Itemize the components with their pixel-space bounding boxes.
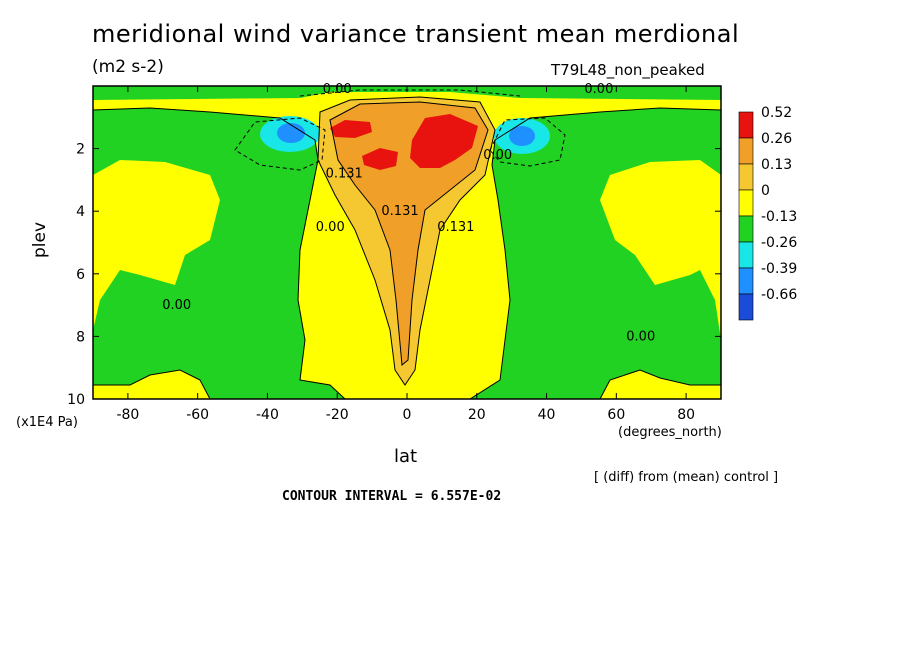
field-negative-top [93,86,721,100]
y-axis-units: (x1E4 Pa) [16,415,78,430]
x-tick-label: -80 [116,407,139,423]
field-min-right-core [509,126,535,146]
legend-label: 0.13 [761,157,792,173]
contour-label: 0.00 [483,148,512,163]
y-tick-label: 10 [67,392,85,408]
field-max-left [330,120,372,138]
legend-swatch [738,293,754,321]
contour-lines [93,89,721,399]
legend-swatch [738,267,754,295]
contour-line [329,101,489,366]
x-tick-label: 0 [403,407,412,423]
legend-label: -0.26 [761,235,797,251]
x-tick-label: -20 [326,407,349,423]
legend-label: -0.66 [761,287,797,303]
legend-swatch [738,111,754,139]
contour-label: 0.131 [326,167,363,182]
contour-interval: CONTOUR INTERVAL = 6.557E-02 [282,489,502,504]
y-tick-label: 6 [76,267,85,283]
legend-label: 0.26 [761,131,792,147]
legend-label: -0.39 [761,261,797,277]
contour-fields [93,86,721,399]
y-tick-label: 4 [76,204,85,220]
contour-label: 0.00 [323,82,352,97]
legend-swatch [738,137,754,165]
contour-line [469,107,721,399]
contour-label: 0.00 [626,329,655,344]
chart-title: meridional wind variance transient mean … [92,20,740,48]
y-tick-label: 2 [76,142,85,158]
experiment-name: T79L48_non_peaked [551,61,705,79]
y-tick-label: 8 [76,329,85,345]
contour-label: 0.131 [381,204,418,219]
contour-labels: 0.00 0.00 0.131 0.131 0.131 0.00 0.00 0.00 0.00 [162,82,655,344]
chart-units: (m2 s-2) [92,57,164,77]
contour-line [93,369,211,399]
x-tick-label: 20 [468,407,486,423]
x-tick-label: 60 [607,407,625,423]
x-axis-ticks: -80 -60 -40 -20 0 20 40 60 80 [116,86,695,423]
field-max-right [410,114,478,168]
field-min-left-core [277,123,305,143]
x-tick-label: -40 [256,407,279,423]
contour-line [599,369,721,399]
field-positive-core [330,102,488,365]
contour-line-dashed [299,89,521,97]
contour-line [317,96,496,386]
legend-label: -0.13 [761,209,797,225]
field-max-center [362,148,398,170]
x-tick-label: -60 [186,407,209,423]
difference-note: [ (diff) from (mean) control ] [594,470,779,485]
contour-label: 0.131 [437,220,474,235]
x-axis-label: lat [394,446,418,467]
legend-swatch [738,241,754,269]
x-tick-label: 80 [677,407,695,423]
color-legend: 0.52 0.26 0.13 0 -0.13 -0.26 -0.39 -0.66 [738,105,797,321]
legend-swatch [738,189,754,217]
contour-line-dashed [234,117,326,171]
contour-line [93,107,346,399]
contour-label: 0.00 [162,298,191,313]
y-axis-ticks: 2 4 6 8 10 [67,142,721,408]
x-axis-units: (degrees_north) [618,425,722,440]
legend-label: 0.52 [761,105,792,121]
field-negative-left [93,108,345,399]
legend-label: 0 [761,183,770,199]
contour-line-dashed [489,117,566,167]
x-tick-label: 40 [538,407,556,423]
contour-label: 0.00 [584,82,613,97]
legend-swatch [738,163,754,191]
field-negative-right [470,108,721,399]
legend-swatch [738,215,754,243]
contour-label: 0.00 [316,220,345,235]
